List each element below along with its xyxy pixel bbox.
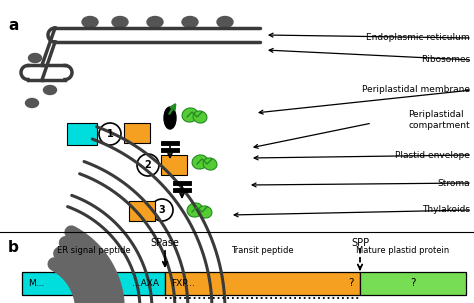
Text: b: b [8, 240, 19, 255]
Text: 3: 3 [159, 205, 165, 215]
Ellipse shape [112, 16, 128, 28]
Ellipse shape [164, 107, 176, 129]
Ellipse shape [182, 108, 198, 122]
Text: SPase: SPase [151, 238, 180, 248]
FancyBboxPatch shape [165, 272, 360, 295]
Text: Ribosomes: Ribosomes [421, 55, 470, 65]
Text: 2: 2 [145, 160, 151, 170]
Text: SPP: SPP [351, 238, 369, 248]
Text: Thylakoids: Thylakoids [422, 205, 470, 215]
Ellipse shape [203, 158, 217, 170]
Ellipse shape [82, 16, 98, 28]
FancyBboxPatch shape [129, 201, 155, 221]
Ellipse shape [44, 85, 56, 95]
Text: FXP...: FXP... [171, 279, 195, 288]
Ellipse shape [217, 16, 233, 28]
FancyBboxPatch shape [360, 272, 466, 295]
Ellipse shape [182, 16, 198, 28]
Text: ER signal peptide: ER signal peptide [57, 246, 130, 255]
FancyBboxPatch shape [124, 123, 150, 143]
Text: ?: ? [410, 278, 416, 288]
FancyBboxPatch shape [67, 123, 97, 145]
Text: Transit peptide: Transit peptide [231, 246, 294, 255]
Ellipse shape [193, 111, 207, 123]
Ellipse shape [26, 98, 38, 108]
Text: Plastid envelope: Plastid envelope [395, 151, 470, 159]
Text: Mature plastid protein: Mature plastid protein [356, 246, 450, 255]
FancyBboxPatch shape [22, 272, 165, 295]
Ellipse shape [147, 16, 163, 28]
Ellipse shape [187, 203, 203, 217]
Text: ...AXA: ...AXA [132, 279, 159, 288]
Text: Periplastidal membrane: Periplastidal membrane [362, 85, 470, 95]
Ellipse shape [192, 155, 208, 169]
Ellipse shape [198, 206, 212, 218]
Ellipse shape [28, 54, 42, 62]
Text: ?: ? [348, 278, 354, 288]
Text: Stroma: Stroma [438, 178, 470, 188]
Text: M...: M... [28, 279, 45, 288]
Text: 1: 1 [107, 129, 113, 139]
FancyBboxPatch shape [161, 155, 187, 175]
Text: Periplastidal
compartment: Periplastidal compartment [409, 110, 470, 130]
Text: Endoplasmic reticulum: Endoplasmic reticulum [366, 34, 470, 42]
Text: a: a [8, 18, 18, 33]
